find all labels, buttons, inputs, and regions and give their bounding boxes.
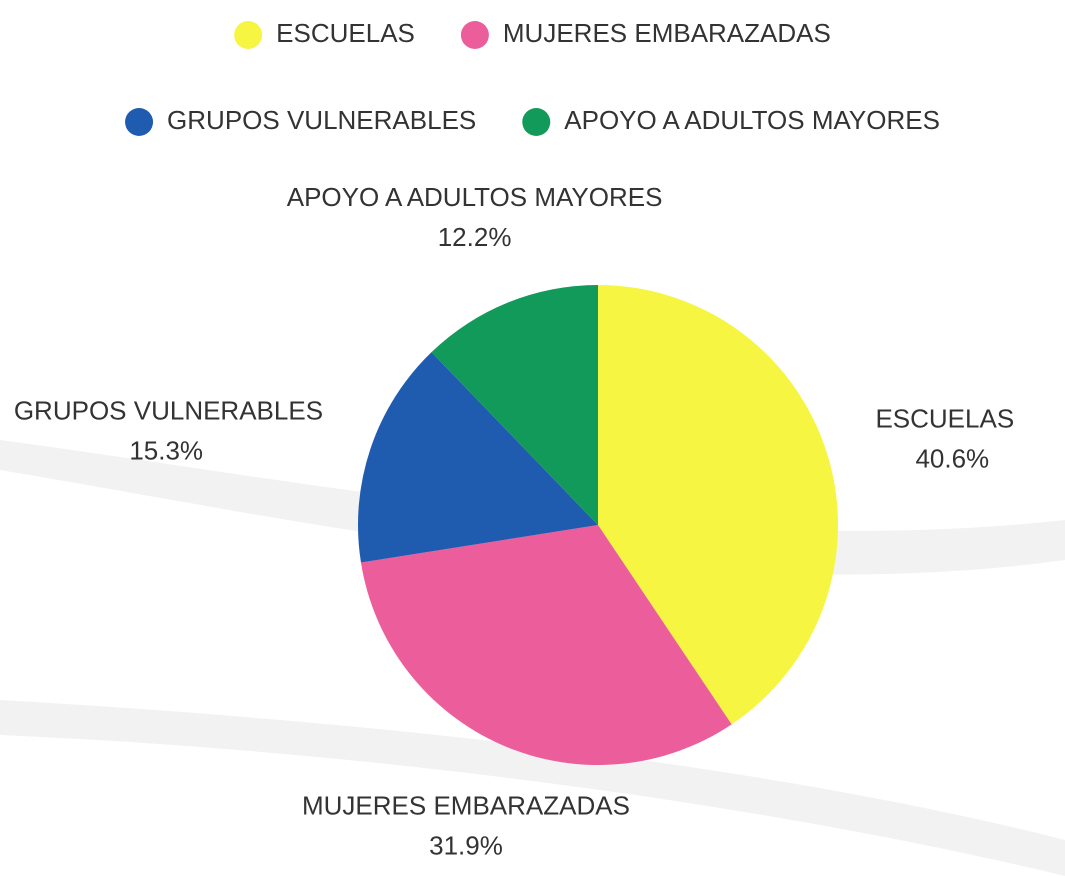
- data-labels: ESCUELAS 40.6% MUJERES EMBARAZADAS 31.9% GRU…: [14, 182, 1014, 861]
- data-label-name: APOYO A ADULTOS MAYORES: [287, 182, 663, 212]
- pie-slice: [358, 352, 598, 563]
- pie-slice: [431, 285, 598, 525]
- legend-swatch: [522, 108, 551, 136]
- data-label-value: 15.3%: [129, 436, 203, 466]
- data-label-value: 31.9%: [429, 830, 503, 860]
- legend-swatch: [460, 21, 489, 49]
- legend-label: APOYO A ADULTOS MAYORES: [564, 105, 940, 135]
- legend-item: ESCUELAS: [234, 18, 415, 49]
- legend-item: GRUPOS VULNERABLES: [125, 105, 476, 136]
- legend-label: MUJERES EMBARAZADAS: [503, 18, 831, 48]
- data-label-name: MUJERES EMBARAZADAS: [302, 790, 630, 820]
- legend-item: APOYO A ADULTOS MAYORES: [522, 105, 940, 136]
- data-label-value: 40.6%: [915, 443, 989, 473]
- data-label-name: GRUPOS VULNERABLES: [14, 396, 323, 426]
- background-swoosh: [0, 700, 1065, 876]
- pie-slice: [360, 525, 732, 766]
- legend-label: GRUPOS VULNERABLES: [167, 105, 476, 135]
- legend: ESCUELAS MUJERES EMBARAZADAS GRUPOS VULNER…: [125, 18, 940, 136]
- data-label-value: 12.2%: [438, 222, 512, 252]
- legend-swatch: [234, 21, 263, 49]
- legend-label: ESCUELAS: [276, 18, 415, 48]
- legend-swatch: [125, 108, 154, 136]
- data-label-name: ESCUELAS: [875, 403, 1014, 433]
- legend-item: MUJERES EMBARAZADAS: [460, 18, 831, 49]
- pie: [358, 285, 838, 766]
- pie-slice: [598, 285, 838, 725]
